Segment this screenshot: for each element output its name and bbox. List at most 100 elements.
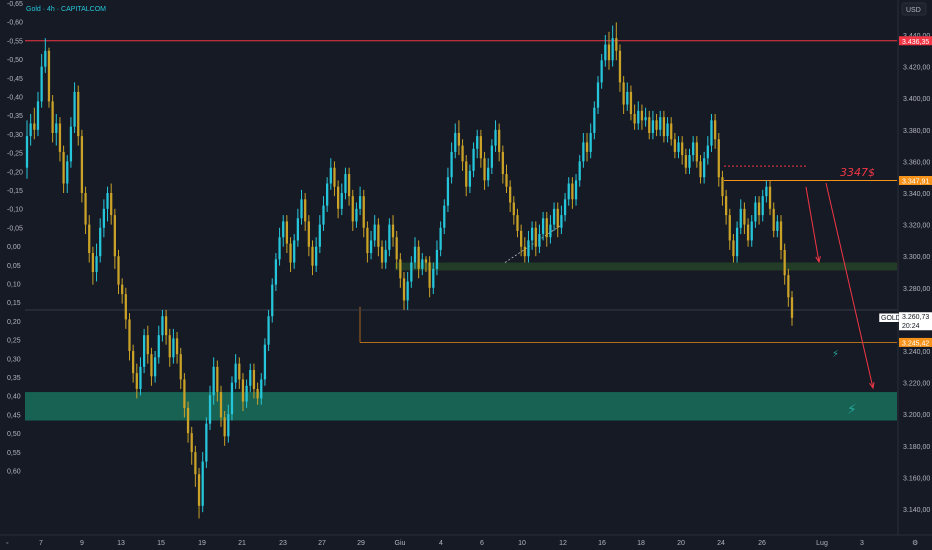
candle-body <box>790 297 794 318</box>
candle-body <box>285 221 289 244</box>
candle-body <box>735 227 739 257</box>
candle-body <box>380 246 384 263</box>
left-axis-tick: 0,45 <box>7 412 21 419</box>
left-axis-tick: -0,45 <box>7 76 23 83</box>
level-3347-badge-bg <box>899 176 932 186</box>
left-axis-tick: 0,25 <box>7 338 21 345</box>
candle-body <box>713 120 717 140</box>
candle-body <box>36 101 40 130</box>
right-axis-tick: 3.320,00 <box>903 223 930 230</box>
candle-body <box>604 44 607 61</box>
candle-body <box>84 193 87 225</box>
candle-body <box>692 142 695 156</box>
left-axis-tick: 0,20 <box>7 319 21 326</box>
candle-body <box>260 379 263 399</box>
candle-body <box>212 366 215 396</box>
candle-body <box>662 117 666 137</box>
candle-body <box>139 366 142 389</box>
candle-body <box>91 253 95 272</box>
right-axis-tick: 3.380,00 <box>903 128 930 135</box>
candle-body <box>135 373 138 389</box>
candle-body <box>648 117 651 133</box>
candle-body <box>589 132 592 152</box>
left-axis-tick: 0,55 <box>7 450 21 457</box>
current-price-badge-bg <box>899 312 932 331</box>
candle-body <box>666 123 669 137</box>
x-axis-tick: 6 <box>480 540 484 547</box>
candle-body <box>670 123 673 140</box>
gold-symbol-label: GOLD <box>881 315 901 322</box>
candle-body <box>721 177 724 197</box>
candle-body <box>487 167 490 181</box>
candle-body <box>388 224 391 250</box>
zoom-icon[interactable]: ◦ <box>6 540 8 547</box>
candle-body <box>186 407 190 434</box>
candle-body <box>644 117 647 121</box>
candle-body <box>296 218 299 241</box>
candle-body <box>351 196 354 222</box>
gear-icon[interactable]: ⚙ <box>912 539 918 547</box>
candle-body <box>710 120 713 146</box>
right-axis-tick: 3.340,00 <box>903 191 930 198</box>
candle-body <box>77 91 80 137</box>
candle-body <box>765 186 768 197</box>
candle-body <box>571 183 574 200</box>
candle-body <box>33 123 36 130</box>
candle-body <box>498 129 501 152</box>
candle-body <box>688 155 691 168</box>
candle-body <box>142 335 146 367</box>
candle-body <box>315 246 318 266</box>
candle-body <box>439 227 442 250</box>
candle-body <box>80 136 84 193</box>
candle-body <box>754 202 757 222</box>
candle-body <box>194 452 197 475</box>
support_zone <box>25 392 897 421</box>
candle-body <box>172 338 175 358</box>
candle-body <box>402 278 406 301</box>
candle-body <box>520 230 523 247</box>
candle-body <box>468 170 472 187</box>
candle-body <box>699 161 702 178</box>
candle-body <box>490 145 493 168</box>
candle-body <box>413 246 417 263</box>
candle-body <box>256 388 259 399</box>
x-axis-tick: 9 <box>80 540 84 547</box>
candle-body <box>282 221 285 238</box>
right-axis-tick: 3.180,00 <box>903 444 930 451</box>
candle-body <box>622 82 625 105</box>
candle-body <box>435 249 439 269</box>
right-axis-tick: 3.280,00 <box>903 286 930 293</box>
x-axis-tick: 21 <box>238 540 246 547</box>
candle-body <box>717 139 720 178</box>
candle-body <box>728 215 731 241</box>
currency-box[interactable] <box>901 2 927 16</box>
candle-body <box>750 221 753 241</box>
x-axis-tick: 23 <box>279 540 287 547</box>
candle-body <box>333 167 336 187</box>
left-axis-tick: 0,05 <box>7 263 21 270</box>
x-axis-tick: 3 <box>860 540 864 547</box>
annotation-3347: 3347$ <box>840 166 875 179</box>
candle-body <box>659 117 662 130</box>
left-axis-tick: -0,30 <box>7 132 23 139</box>
short-arrow-head <box>815 256 821 264</box>
x-axis-tick: 27 <box>318 540 326 547</box>
candle-body <box>432 268 435 288</box>
candle-body <box>640 110 644 121</box>
candle-body <box>113 215 116 257</box>
left-axis-tick: 0,15 <box>7 300 21 307</box>
candle-body <box>304 199 307 222</box>
flash-icon-large: ⚡ <box>847 401 857 417</box>
candle-body <box>556 208 559 228</box>
level-3347-badge: 3.347,91 <box>902 179 929 186</box>
candle-body <box>168 335 171 358</box>
candle-body <box>596 82 600 108</box>
x-axis-tick: 15 <box>157 540 165 547</box>
x-axis-tick: 16 <box>598 540 606 547</box>
currency-label: USD <box>906 7 921 14</box>
x-axis-tick: 19 <box>198 540 206 547</box>
candle-body <box>783 249 786 276</box>
x-axis-tick: 13 <box>117 540 125 547</box>
